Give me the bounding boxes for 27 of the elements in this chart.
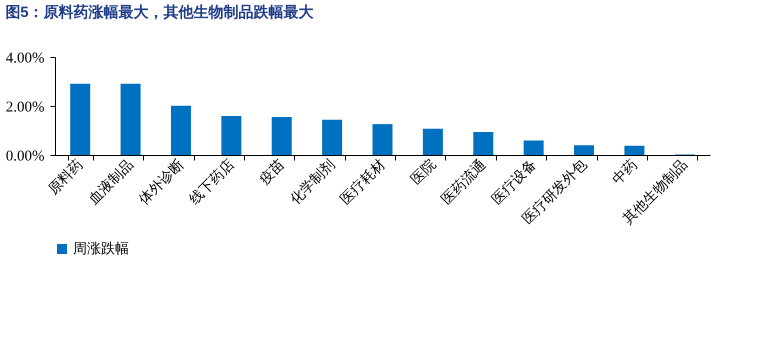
bar — [372, 124, 392, 155]
y-tick-label: 2.00% — [6, 100, 44, 116]
x-tick-label: 医药流通 — [438, 156, 490, 208]
x-tick-label: 中药 — [609, 156, 641, 188]
y-tick-label: 4.00% — [6, 50, 44, 66]
x-tick-label: 线下药店 — [186, 156, 238, 208]
x-tick-label: 疫苗 — [256, 156, 288, 188]
bar — [473, 132, 494, 155]
bar — [422, 128, 443, 155]
x-tick-label: 化学制剂 — [287, 156, 338, 208]
x-tick-label: 体外诊断 — [136, 156, 188, 208]
bar — [170, 106, 191, 155]
bar — [70, 84, 90, 155]
legend-label: 周涨跌幅 — [73, 241, 129, 257]
bar — [624, 146, 644, 155]
bar — [574, 145, 594, 155]
bar — [120, 84, 141, 155]
bar — [524, 140, 544, 155]
x-tick-label: 血液制品 — [86, 156, 137, 208]
bar — [272, 117, 292, 155]
bar — [221, 116, 242, 155]
x-tick-label: 医疗耗材 — [338, 156, 389, 208]
x-tick-label: 医院 — [408, 156, 440, 188]
x-tick-label: 原料药 — [45, 156, 86, 198]
bar — [322, 120, 342, 155]
y-tick-label: 0.00% — [6, 148, 44, 164]
chart-title: 图5：原料药涨幅最大，其他生物制品跌幅最大 — [5, 4, 315, 21]
